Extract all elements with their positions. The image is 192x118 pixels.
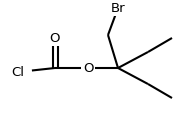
Text: O: O: [83, 61, 93, 74]
Text: Cl: Cl: [12, 65, 25, 78]
Text: O: O: [50, 32, 60, 44]
Text: Br: Br: [111, 2, 125, 15]
